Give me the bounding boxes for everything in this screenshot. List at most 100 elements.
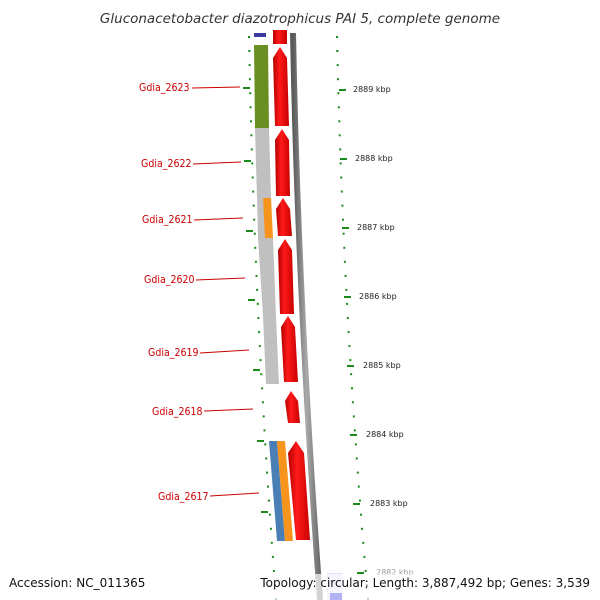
- cds-arrow-gdia-2622: [275, 129, 290, 196]
- scale-tick: [357, 572, 364, 574]
- topology-text: Topology: circular; Length: 3,887,492 bp…: [259, 576, 590, 590]
- scale-tick: [339, 89, 346, 91]
- gene-label[interactable]: Gdia_2620: [144, 274, 195, 286]
- gene-leader-line: [195, 277, 246, 281]
- cds-top-stub: [273, 30, 287, 44]
- gene-leader-line: [203, 408, 254, 412]
- gene-label[interactable]: Gdia_2622: [141, 158, 192, 170]
- guide-dot: [261, 401, 264, 404]
- gene-label[interactable]: Gdia_2617: [158, 491, 209, 503]
- guide-dot: [346, 317, 349, 319]
- gene-label[interactable]: Gdia_2619: [148, 347, 199, 359]
- kbp-label: 2886 kbp: [359, 292, 397, 301]
- cog-box-gdia-2617-blue: [269, 441, 285, 541]
- gene-tick: [246, 230, 253, 232]
- guide-dot: [351, 401, 354, 404]
- kbp-label: 2887 kbp: [357, 223, 395, 232]
- scale-tick: [340, 158, 347, 160]
- guide-dot: [253, 218, 256, 221]
- gene-tick: [261, 511, 268, 513]
- guide-dot: [339, 162, 342, 165]
- guide-dot: [337, 106, 340, 109]
- guide-dot: [266, 471, 269, 474]
- guide-dot: [257, 317, 260, 319]
- footer-background: [0, 574, 600, 600]
- kbp-label: 2885 kbp: [363, 361, 401, 370]
- guide-dot: [345, 288, 348, 291]
- guide-dot: [350, 373, 353, 376]
- cds-arrow-gdia-2623: [273, 47, 289, 126]
- gene-label[interactable]: Gdia_2618: [152, 406, 203, 418]
- guide-dot: [248, 50, 251, 52]
- guide-dot: [253, 232, 256, 235]
- guide-dot: [354, 443, 357, 446]
- gene-leader-line: [199, 349, 250, 354]
- guide-dot: [342, 232, 345, 235]
- scale-ticks: [339, 89, 364, 574]
- guide-dot: [268, 513, 271, 516]
- gene-label[interactable]: Gdia_2621: [142, 214, 193, 226]
- guide-dot: [364, 569, 367, 572]
- guide-dot: [267, 499, 270, 502]
- gene-tick: [244, 160, 251, 162]
- guide-dot: [357, 485, 360, 488]
- kbp-label: 2882 kbp: [376, 568, 414, 577]
- guide-dot: [250, 148, 253, 151]
- guide-dot: [342, 218, 344, 221]
- guide-dot: [254, 260, 257, 263]
- scale-tick: [353, 503, 360, 505]
- kbp-label: 2888 kbp: [355, 154, 393, 163]
- cog-box-gdia-2623: [254, 45, 269, 128]
- guide-dot: [263, 429, 266, 432]
- guide-dot: [340, 176, 343, 179]
- guide-dot: [255, 274, 258, 277]
- guide-dot: [252, 190, 255, 193]
- cog-box-gdia-2622: [255, 128, 271, 198]
- guide-dot: [339, 148, 342, 151]
- guide-dot: [362, 541, 365, 544]
- gene-labels: Gdia_2623 Gdia_2622 Gdia_2621 Gdia_2620 …: [139, 82, 260, 503]
- guide-dot: [363, 555, 366, 558]
- cds-track: [273, 30, 310, 540]
- gene-label[interactable]: Gdia_2623: [139, 82, 190, 94]
- scale-tick: [350, 434, 357, 436]
- cds-arrow-gdia-2617: [288, 441, 310, 540]
- guide-dot: [358, 499, 361, 502]
- cog-box-gdia-2617-orange: [277, 441, 293, 541]
- guide-dot: [356, 471, 359, 474]
- guide-dot: [336, 36, 338, 38]
- guide-dot: [337, 92, 340, 95]
- scale-labels: 2889 kbp 2888 kbp 2887 kbp 2886 kbp 2885…: [353, 85, 414, 577]
- cog-box-gdia-2621-b: [263, 198, 273, 238]
- guide-dot: [351, 387, 353, 390]
- guide-dot: [343, 260, 346, 263]
- guide-dot: [347, 331, 350, 334]
- guide-dot: [258, 331, 261, 334]
- guide-dot: [256, 302, 259, 305]
- cds-arrow-gdia-2620: [278, 239, 294, 314]
- gene-tick: [253, 369, 260, 371]
- map-title: Gluconacetobacter diazotrophicus PAI 5, …: [100, 11, 500, 27]
- guide-dot: [349, 359, 352, 362]
- guide-dot: [353, 429, 356, 432]
- gene-leader-line: [193, 217, 244, 221]
- guide-dot: [338, 134, 341, 137]
- guide-dot: [260, 373, 263, 376]
- gene-tick: [257, 440, 264, 442]
- guide-dot: [249, 92, 252, 95]
- guide-dot: [271, 555, 274, 558]
- gene-leader-line: [192, 161, 242, 165]
- guide-dot: [337, 78, 339, 81]
- guide-dot: [355, 457, 358, 460]
- guide-dot: [341, 204, 344, 207]
- right-dot-guide: [336, 36, 369, 600]
- gene-leader-line: [209, 492, 260, 497]
- kbp-label: 2889 kbp: [353, 85, 391, 94]
- cds-arrow-gdia-2619: [281, 316, 298, 382]
- guide-dot: [262, 415, 265, 418]
- category-track: [254, 45, 293, 541]
- guide-dot: [251, 176, 254, 179]
- left-dot-guide: [248, 36, 277, 600]
- guide-dot: [254, 246, 257, 249]
